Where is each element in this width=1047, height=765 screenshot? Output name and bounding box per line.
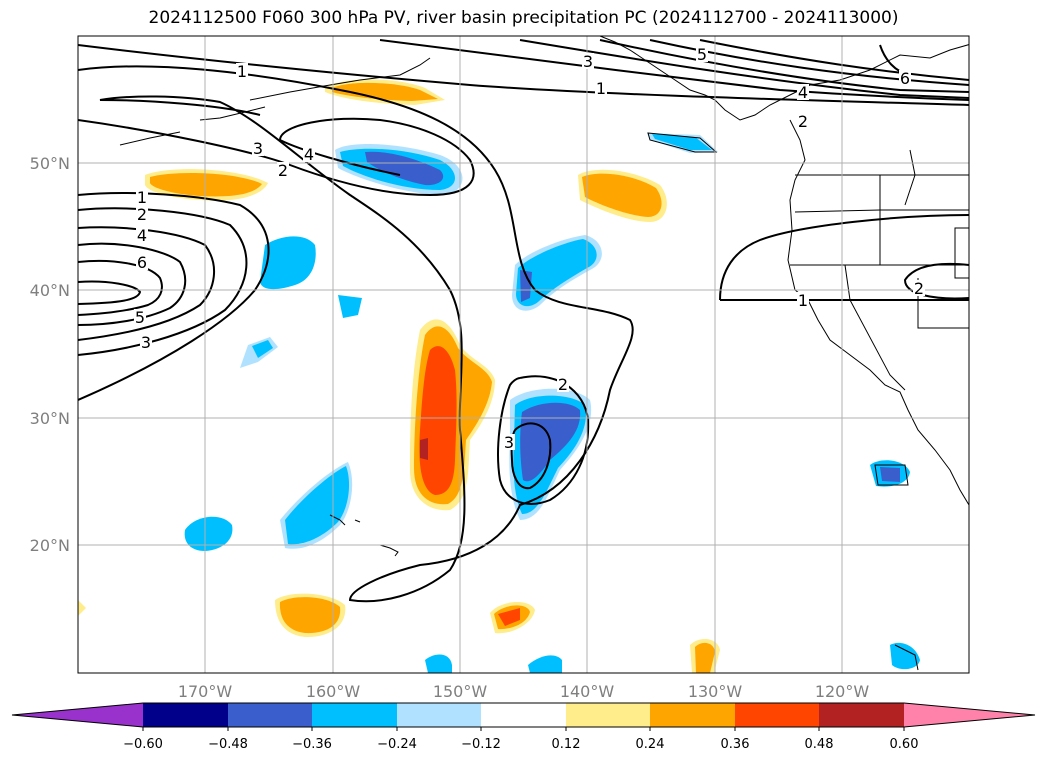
contour-label: 1 (237, 62, 247, 81)
lat-label: 40°N (30, 281, 70, 300)
colorbar-tick-label: −0.60 (123, 737, 163, 752)
lat-label: 30°N (30, 409, 70, 428)
contour-label: 6 (137, 253, 147, 272)
plot-area (78, 36, 969, 673)
contour-label: 1 (798, 291, 808, 310)
contour-label: 1 (137, 188, 147, 207)
lon-label: 140°W (560, 682, 615, 701)
lon-label: 170°W (178, 682, 233, 701)
colorbar-segment (312, 703, 397, 727)
colorbar-tick-label: 0.24 (636, 737, 665, 752)
contour-labels: 1 3 5 1 4 2 6 1 3 4 2 1 2 4 (134, 45, 925, 452)
contour-label: 2 (278, 161, 288, 180)
colorbar-tick-label: −0.24 (377, 737, 417, 752)
colorbar-segment (566, 703, 650, 727)
lat-label: 50°N (30, 154, 70, 173)
colorbar-extend-low (12, 703, 143, 727)
lon-label: 150°W (433, 682, 488, 701)
lon-label: 160°W (306, 682, 361, 701)
colorbar-tick-label: 0.36 (721, 737, 750, 752)
colorbar-tick-label: −0.36 (292, 737, 332, 752)
colorbar-ticks (142, 727, 905, 731)
colorbar: −0.60 −0.48 −0.36 −0.24 −0.12 0.12 0.24 … (11, 702, 1036, 752)
contour-label: 4 (304, 145, 314, 164)
colorbar-segment (397, 703, 481, 727)
contour-label: 2 (137, 205, 147, 224)
colorbar-tick-label: 0.12 (552, 737, 581, 752)
contour-label: 3 (583, 52, 593, 71)
contour-label: 5 (135, 308, 145, 327)
contour-label: 6 (900, 69, 910, 88)
colorbar-segment (735, 703, 819, 727)
coastlines (119, 36, 969, 671)
contour-label: 2 (558, 375, 568, 394)
colorbar-segment (819, 703, 904, 727)
lat-label: 20°N (30, 536, 70, 555)
contour-label: 5 (697, 45, 707, 64)
lon-label: 130°W (688, 682, 743, 701)
colorbar-extend-high (904, 703, 1035, 727)
contour-label: 3 (504, 433, 514, 452)
colorbar-tick-label: −0.12 (461, 737, 501, 752)
colorbar-segment (481, 703, 566, 727)
grid-lines (78, 36, 969, 673)
lon-label: 120°W (815, 682, 870, 701)
colorbar-tick-label: 0.48 (805, 737, 834, 752)
colorbar-segment (228, 703, 312, 727)
contour-label: 2 (914, 279, 924, 298)
lon-labels: 170°W 160°W 150°W 140°W 130°W 120°W (178, 682, 870, 701)
colorbar-tick-label: −0.48 (208, 737, 248, 752)
plot-frame (77, 35, 970, 674)
contour-label: 4 (137, 226, 147, 245)
contour-label: 2 (798, 112, 808, 131)
colorbar-segment (650, 703, 735, 727)
contour-label: 3 (253, 139, 263, 158)
pv-contours (78, 39, 969, 603)
contour-label: 3 (141, 333, 151, 352)
precip-shading (78, 79, 920, 673)
contour-label: 1 (596, 79, 606, 98)
map-title: 2024112500 F060 300 hPa PV, river basin … (148, 8, 899, 28)
colorbar-tick-label: 0.60 (890, 737, 919, 752)
colorbar-segment (143, 703, 228, 727)
lat-labels: 50°N 40°N 30°N 20°N (30, 154, 70, 555)
contour-label: 4 (798, 83, 808, 102)
